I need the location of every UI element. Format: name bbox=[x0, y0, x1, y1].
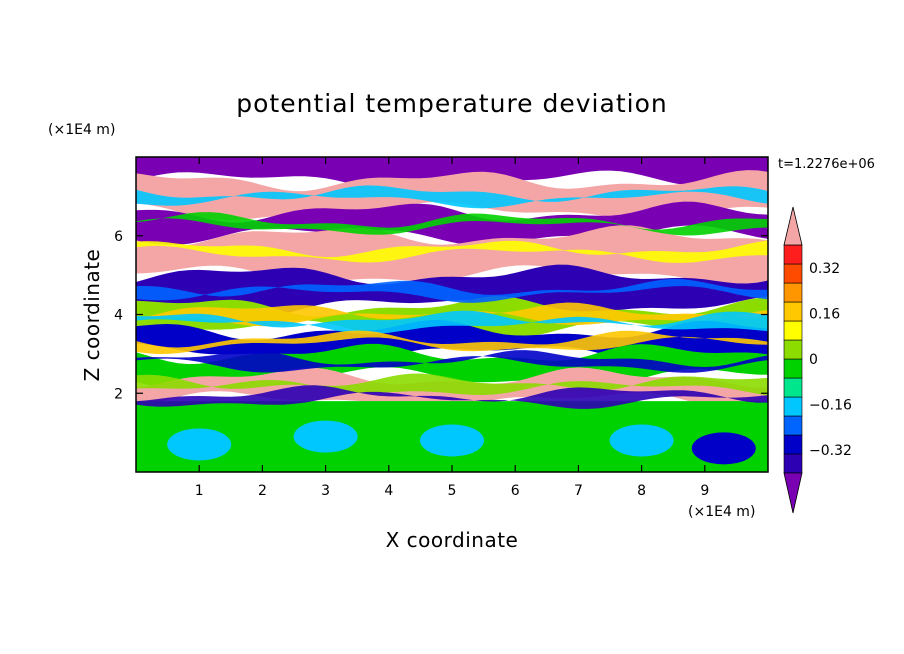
colorbar-tick-label: 0 bbox=[809, 352, 818, 368]
colorbar-tick-label: 0.32 bbox=[809, 261, 840, 277]
contour-cell bbox=[691, 432, 756, 465]
contour-cell bbox=[609, 424, 674, 457]
y-tick-label: 6 bbox=[114, 229, 123, 245]
contour-cell bbox=[167, 428, 232, 461]
colorbar-bin bbox=[783, 282, 803, 303]
contour-streak bbox=[136, 373, 768, 396]
colorbar-bin bbox=[783, 415, 803, 436]
colorbar-bin bbox=[783, 396, 803, 417]
colorbar-tick-label: −0.16 bbox=[809, 398, 852, 414]
colorbar-bin bbox=[783, 244, 803, 265]
contour-layer bbox=[136, 157, 768, 192]
x-tick-label: 5 bbox=[448, 483, 457, 499]
x-axis-unit: (×1E4 m) bbox=[688, 504, 755, 520]
y-tick-label: 4 bbox=[114, 308, 123, 324]
contour-cell bbox=[420, 424, 484, 457]
y-axis-unit: (×1E4 m) bbox=[48, 122, 115, 138]
x-axis-label: X coordinate bbox=[386, 528, 519, 552]
x-tick-label: 7 bbox=[574, 483, 583, 499]
contour-field bbox=[136, 157, 768, 472]
contour-cell bbox=[293, 420, 358, 453]
x-tick-label: 1 bbox=[195, 483, 204, 499]
contour-streak bbox=[136, 310, 768, 334]
x-tick-label: 2 bbox=[258, 483, 267, 499]
colorbar-bin bbox=[783, 263, 803, 284]
x-axis-ticks: 1 2 3 4 5 6 7 8 9 bbox=[195, 157, 709, 499]
contour-streak bbox=[136, 350, 768, 373]
colorbar-bin bbox=[783, 358, 803, 379]
colorbar-bin bbox=[783, 453, 803, 474]
colorbar-extend-max bbox=[783, 206, 803, 246]
contour-streak bbox=[136, 330, 768, 354]
colorbar-tick-label: −0.32 bbox=[809, 443, 852, 459]
colorbar-bin bbox=[783, 377, 803, 398]
colorbar: 0.32 0.16 0 −0.16 −0.32 bbox=[783, 206, 852, 514]
colorbar-bin bbox=[783, 320, 803, 341]
x-tick-label: 9 bbox=[700, 483, 709, 499]
y-axis-ticks: 2 4 6 bbox=[114, 229, 768, 402]
colorbar-tick-label: 0.16 bbox=[809, 306, 840, 322]
colorbar-bin bbox=[783, 301, 803, 322]
x-tick-label: 4 bbox=[384, 483, 393, 499]
y-axis-label: Z coordinate bbox=[80, 249, 104, 382]
time-label: t=1.2276e+06 bbox=[778, 157, 875, 172]
colorbar-bin bbox=[783, 434, 803, 455]
contour-streak bbox=[136, 385, 768, 409]
colorbar-extend-min bbox=[783, 472, 803, 514]
x-tick-label: 3 bbox=[321, 483, 330, 499]
x-tick-label: 6 bbox=[511, 483, 520, 499]
y-tick-label: 2 bbox=[114, 386, 123, 402]
x-tick-label: 8 bbox=[637, 483, 646, 499]
contour-streak bbox=[136, 240, 768, 263]
colorbar-bin bbox=[783, 339, 803, 360]
contour-streak bbox=[136, 278, 768, 303]
contour-streak bbox=[136, 212, 768, 236]
contour-streak bbox=[136, 185, 768, 209]
chart-title: potential temperature deviation bbox=[236, 89, 667, 118]
